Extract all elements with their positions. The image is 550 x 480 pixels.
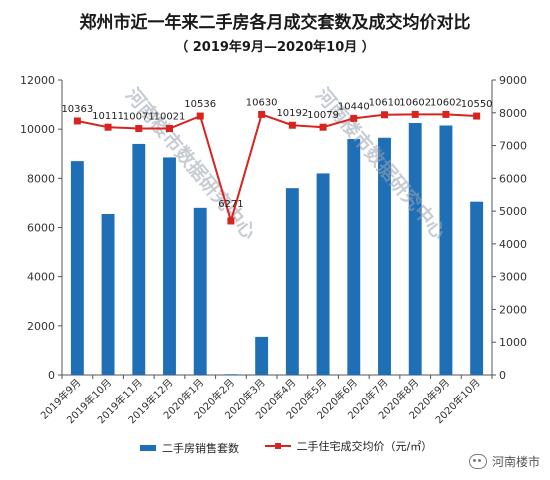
y-right-tick-label: 9000 [499,74,527,87]
price-data-label: 10363 [61,104,93,115]
price-data-label: 10550 [461,99,493,110]
bar [285,188,299,375]
price-data-label: 10071 [123,112,155,123]
bar [163,157,176,375]
bar [255,336,269,375]
price-marker [73,117,81,125]
y-right-tick-label: 2000 [499,303,527,316]
y-right-tick-label: 5000 [499,205,527,218]
y-left-tick-label: 6000 [27,222,55,235]
legend-label-bar: 二手房销售套数 [162,442,239,455]
price-marker [473,112,481,120]
price-data-label: 10602 [430,97,462,108]
price-data-label: 10602 [399,97,431,108]
y-right-tick-label: 4000 [499,238,527,251]
price-marker [381,111,388,119]
price-data-label: 10610 [369,98,401,109]
bar [70,161,84,375]
price-data-label: 10536 [184,99,216,110]
legend-swatch-line [264,441,291,451]
bar [193,207,207,375]
bar [439,125,453,376]
bar [132,143,146,375]
price-marker [350,114,358,122]
y-right-tick-label: 6000 [499,172,527,185]
legend-swatch-bar [140,445,156,451]
y-right-tick-label: 0 [499,369,506,382]
bar [347,139,361,375]
legend-item-line: 二手住宅成交均价（元/㎡） [264,438,433,454]
legend-label-line: 二手住宅成交均价（元/㎡） [296,440,433,453]
bar [408,123,422,375]
chart-subtitle: （ 2019年9月—2020年10月 ） [175,40,375,55]
price-marker [227,217,235,225]
price-data-label: 10111 [92,111,124,122]
y-left-tick-label: 4000 [27,271,55,284]
price-marker [258,110,266,118]
y-right-tick-label: 3000 [499,271,527,284]
brand-watermark: 河南楼市 [468,453,540,470]
chart-title: 郑州市近一年来二手房各月成交套数及成交均价对比 [79,13,471,33]
y-right-tick-label: 1000 [499,336,527,349]
y-left-tick-label: 8000 [27,172,55,185]
price-marker [135,125,143,133]
brand-label: 河南楼市 [491,455,540,469]
bar [316,173,330,375]
y-left-tick-label: 12000 [20,74,55,87]
chart-canvas: 0 2000 4000 6000 8000 10000 12000 0 1000 2000 3000… [20,74,527,426]
wechat-icon [468,454,487,469]
price-marker [288,121,296,129]
legend-item-bar: 二手房销售套数 [140,440,239,456]
bar [378,137,391,375]
y-right-tick-label: 7000 [499,140,527,153]
price-data-label: 10192 [276,108,308,119]
price-marker [196,112,204,120]
y-right-tick-label: 8000 [499,107,527,120]
price-marker [104,123,112,131]
price-marker [411,110,419,118]
price-marker [442,110,450,118]
price-data-label: 6271 [218,199,243,210]
bar [224,374,238,376]
y-left-tick-label: 2000 [27,320,55,333]
bar [470,201,484,375]
price-marker [319,123,327,131]
price-data-label: 10630 [246,97,278,108]
price-data-label: 10021 [154,112,186,123]
legend: 二手房销售套数 二手住宅成交均价（元/㎡） [140,438,454,456]
y-left-tick-label: 0 [48,369,55,382]
price-data-label: 10440 [338,101,370,112]
price-marker [166,125,173,133]
y-left-tick-label: 10000 [20,123,55,136]
price-data-label: 10079 [307,110,339,121]
price-line [77,113,477,225]
bar [101,213,115,375]
